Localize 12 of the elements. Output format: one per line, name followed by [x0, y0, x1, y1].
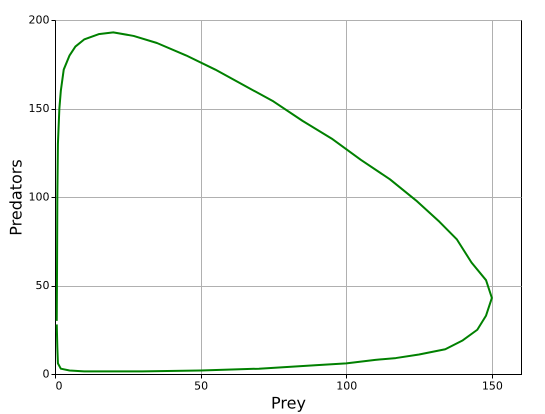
x-axis-title: Prey: [271, 394, 306, 412]
y-tick-label: 150: [28, 102, 50, 115]
y-tick-label: 0: [42, 368, 50, 380]
x-tick-label: 0: [56, 380, 62, 392]
y-axis-title: Predators: [6, 159, 26, 236]
line-series: [56, 31, 493, 372]
y-tick-label: 100: [28, 190, 50, 204]
x-tick-label: 100: [336, 380, 358, 392]
y-tick-label: 200: [28, 14, 50, 26]
x-tick-label: 50: [194, 380, 208, 392]
x-tick-label: 150: [482, 380, 503, 392]
y-tick-label: 50: [36, 279, 50, 292]
